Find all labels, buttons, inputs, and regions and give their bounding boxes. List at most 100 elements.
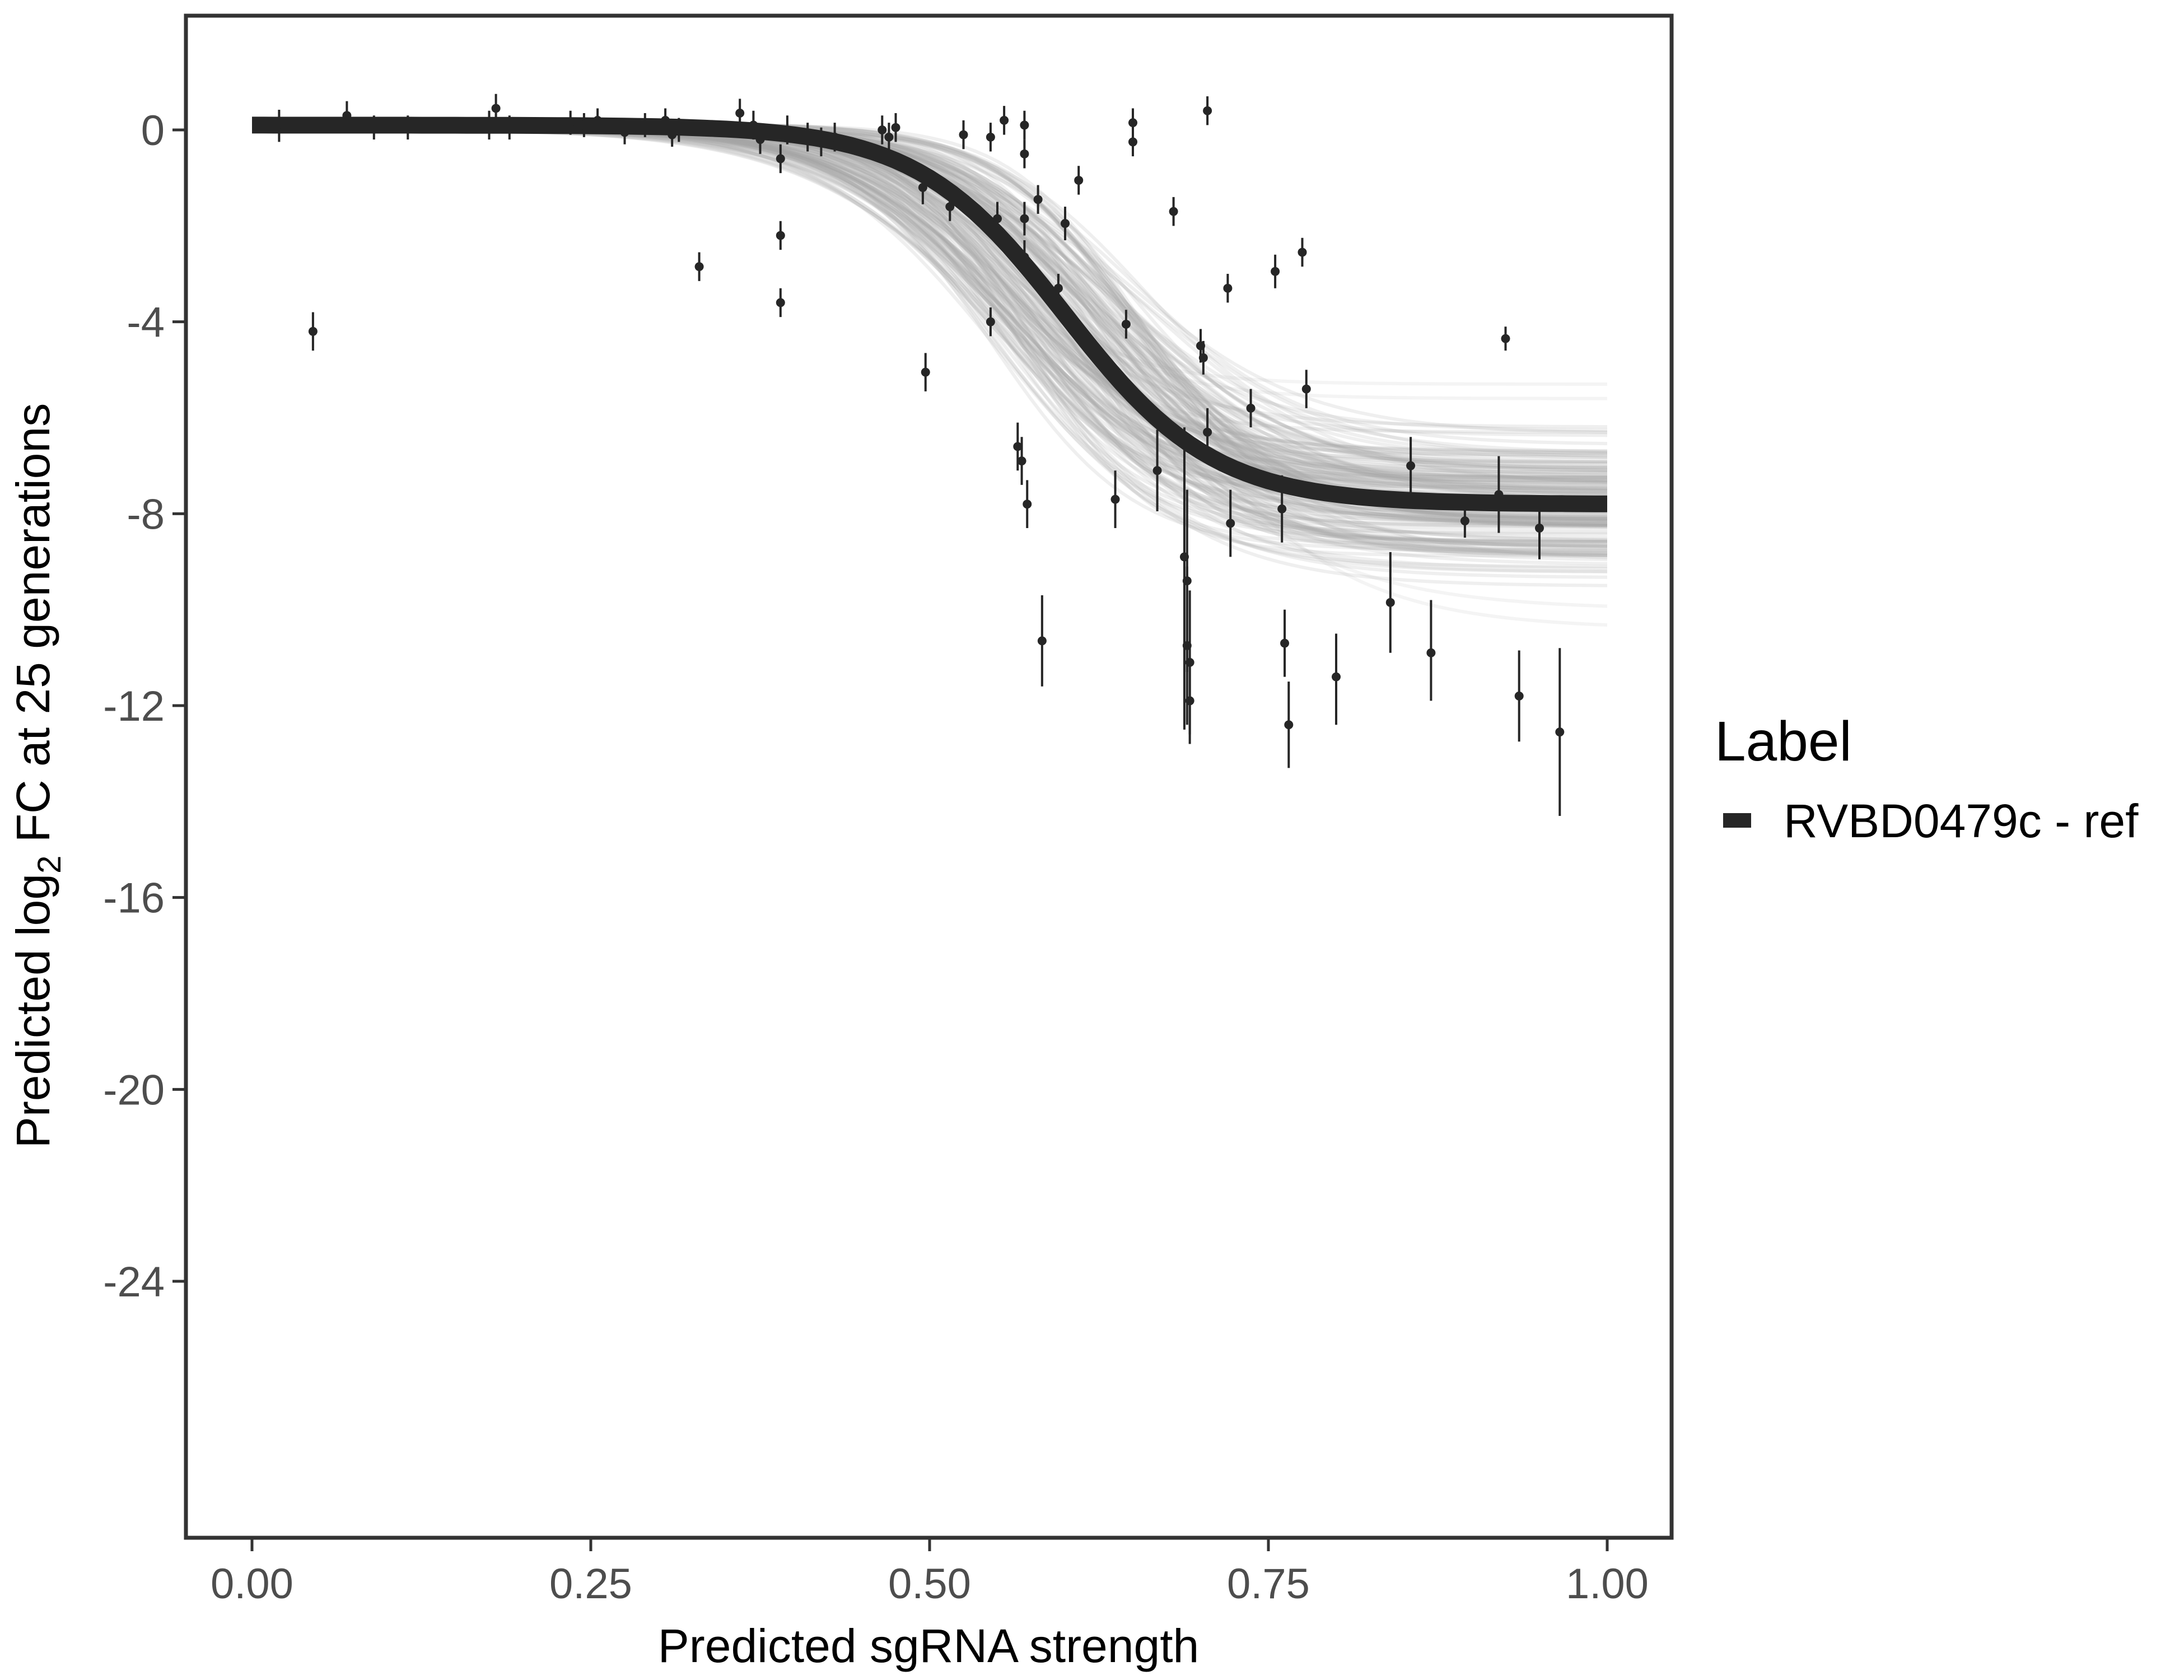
data-point — [491, 94, 501, 125]
data-point — [1000, 106, 1009, 135]
data-point — [1017, 437, 1026, 485]
data-point — [1284, 682, 1294, 768]
point-marker — [986, 132, 995, 142]
data-point — [918, 170, 927, 204]
point-marker — [1385, 598, 1395, 607]
x-tick-label: 0.00 — [211, 1560, 293, 1608]
point-marker — [1033, 195, 1043, 204]
point-marker — [1298, 248, 1307, 257]
data-point — [1301, 370, 1311, 408]
data-point — [749, 110, 758, 140]
data-point — [776, 221, 785, 250]
point-marker — [1020, 214, 1029, 223]
point-marker — [1277, 504, 1287, 514]
data-points — [274, 94, 1565, 816]
data-point — [484, 110, 494, 140]
point-marker — [1074, 175, 1084, 185]
data-point — [1280, 609, 1290, 677]
point-marker — [593, 115, 603, 125]
point-marker — [1020, 149, 1029, 158]
point-marker — [1406, 461, 1416, 470]
data-point — [1152, 430, 1162, 512]
point-marker — [1128, 137, 1137, 147]
data-point — [830, 123, 839, 152]
y-tick-label: -16 — [103, 875, 165, 922]
point-marker — [830, 132, 839, 142]
data-point — [661, 108, 670, 133]
point-marker — [1020, 253, 1029, 262]
point-marker — [1000, 115, 1009, 125]
data-point — [803, 123, 813, 152]
point-marker — [579, 120, 589, 130]
y-axis: 0 -4 -8 -12 -16 -20 -24 — [103, 107, 184, 1306]
point-marker — [1501, 334, 1510, 343]
point-marker — [749, 120, 758, 130]
point-marker — [1514, 691, 1524, 701]
data-point — [668, 123, 677, 147]
data-point — [1277, 475, 1287, 543]
data-point — [403, 115, 413, 140]
point-marker — [1223, 283, 1233, 293]
x-tick-label: 0.75 — [1227, 1560, 1310, 1608]
legend-swatch — [1723, 813, 1751, 828]
point-marker — [1535, 524, 1544, 533]
point-marker — [369, 123, 379, 132]
point-marker — [1128, 118, 1137, 128]
data-point — [986, 123, 995, 152]
y-tick-label: -20 — [103, 1066, 165, 1114]
data-point — [1128, 127, 1137, 157]
data-point — [959, 120, 968, 150]
data-point — [579, 113, 589, 137]
data-point — [945, 192, 955, 221]
point-marker — [993, 214, 1002, 223]
data-point — [1501, 326, 1510, 351]
legend-label: RVBD0479c - ref — [1784, 795, 2139, 847]
data-point — [776, 144, 785, 174]
point-marker — [1037, 636, 1047, 646]
point-marker — [1555, 727, 1565, 737]
point-marker — [1152, 466, 1162, 475]
point-marker — [776, 154, 785, 164]
data-point — [308, 312, 318, 351]
data-point — [1203, 408, 1212, 456]
point-marker — [735, 109, 745, 118]
point-marker — [274, 119, 284, 129]
point-marker — [1121, 319, 1131, 329]
point-marker — [674, 125, 684, 134]
plot-panel-border — [184, 13, 1674, 1540]
data-point — [1023, 480, 1032, 529]
point-marker — [342, 111, 352, 120]
data-point — [921, 353, 930, 391]
point-marker — [878, 125, 887, 134]
data-point — [735, 99, 745, 128]
point-marker — [1271, 267, 1280, 276]
point-marker — [1198, 353, 1208, 362]
data-point — [593, 108, 603, 133]
point-marker — [1061, 219, 1070, 228]
data-point — [1332, 633, 1341, 725]
data-point — [1223, 274, 1233, 303]
point-marker — [776, 298, 785, 307]
data-point — [505, 115, 514, 140]
point-marker — [1053, 283, 1063, 293]
y-axis-title-subscript: 2 — [31, 856, 68, 874]
data-point — [1226, 489, 1235, 557]
x-tick-label: 1.00 — [1566, 1560, 1649, 1608]
data-point — [369, 115, 379, 140]
y-axis-title: Predicted log2 FC at 25 generations — [7, 403, 68, 1148]
data-point — [1037, 595, 1047, 687]
data-point — [1203, 96, 1212, 125]
y-tick-label: -8 — [127, 491, 165, 538]
point-marker — [1169, 207, 1178, 216]
data-point — [1020, 139, 1029, 169]
point-marker — [921, 367, 930, 377]
data-point — [1385, 552, 1395, 653]
point-marker — [884, 132, 894, 142]
data-point — [620, 120, 629, 144]
data-point — [1298, 237, 1307, 267]
data-point — [1033, 185, 1043, 214]
data-point — [1406, 437, 1416, 495]
data-point — [816, 127, 826, 157]
legend-title: Label — [1715, 710, 1852, 773]
point-marker — [1494, 490, 1504, 500]
